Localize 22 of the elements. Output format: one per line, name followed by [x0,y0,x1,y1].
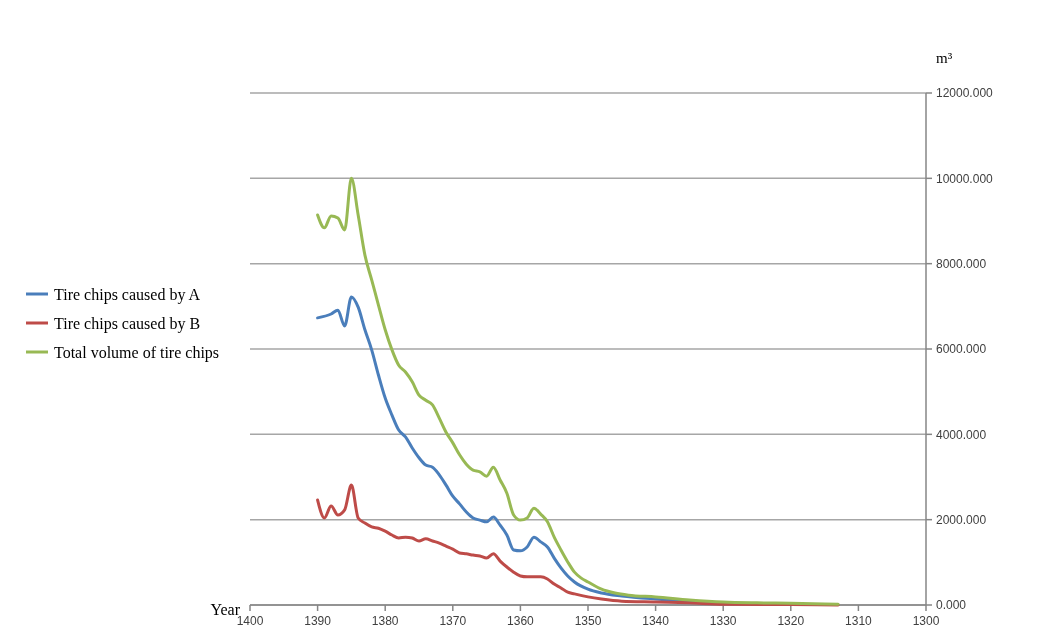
legend-label: Tire chips caused by B [54,314,201,333]
y-tick-label: 6000.000 [936,342,987,357]
legend-label: Tire chips caused by A [54,285,201,304]
x-tick-label: 1300 [912,614,940,628]
y-tick-label: 12000.000 [936,86,994,101]
x-tick-label: 1390 [304,614,332,628]
y-tick-label: 10000.000 [936,171,994,186]
y-tick-label: 8000.000 [936,256,987,271]
y-axis-title: m³ [936,50,953,66]
x-tick-label: 1310 [845,614,873,628]
line-series [316,176,840,606]
legend-label: Total volume of tire chips [54,343,220,362]
x-tick-label: 1350 [574,614,602,628]
y-tick-label: 2000.000 [936,512,987,527]
y-tick-label: 4000.000 [936,427,987,442]
y-tick-label: 0.000 [936,598,967,613]
x-tick-label: 1380 [371,614,399,628]
x-tick-label: 1320 [777,614,805,628]
x-tick-label: 1340 [642,614,670,628]
x-tick-label: 1360 [507,614,535,628]
x-tick-label: 1330 [709,614,737,628]
x-tick-label: 1370 [439,614,467,628]
